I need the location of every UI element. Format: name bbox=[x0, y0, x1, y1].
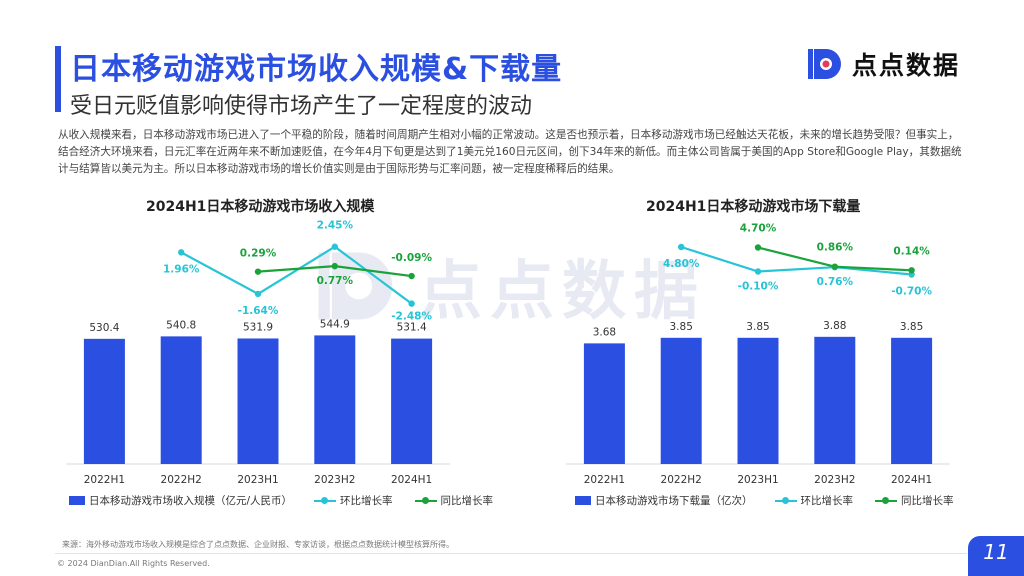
x-tick-label: 2023H2 bbox=[314, 474, 355, 486]
bar bbox=[160, 336, 202, 464]
x-tick-label: 2022H2 bbox=[161, 474, 202, 486]
bar bbox=[891, 337, 933, 464]
bar-value-label: 531.4 bbox=[397, 322, 427, 334]
bar-value-label: 3.85 bbox=[746, 321, 769, 333]
legend-item-bar: 日本移动游戏市场收入规模（亿元/人民币） bbox=[69, 493, 292, 508]
mom-growth-label: -1.64% bbox=[238, 305, 279, 317]
bar-value-label: 3.85 bbox=[670, 321, 693, 333]
downloads-legend: 日本移动游戏市场下载量（亿次） 环比增长率 同比增长率 bbox=[575, 493, 976, 508]
mom-growth-label: 2.45% bbox=[317, 220, 354, 232]
mom-growth-line bbox=[680, 245, 912, 276]
page-number: 11 bbox=[983, 540, 1009, 564]
bar-value-label: 544.9 bbox=[320, 318, 350, 330]
mom-growth-label: 1.96% bbox=[163, 263, 200, 275]
downloads-chart: 3.68 2022H1 3.85 2022H2 3.85 2023H1 3.88 2023H2… bbox=[566, 223, 950, 486]
legend-item-mom: 环比增长率 bbox=[774, 493, 854, 508]
legend-item-mom: 环比增长率 bbox=[314, 493, 393, 508]
yoy-growth-point bbox=[408, 272, 415, 280]
bar bbox=[83, 338, 125, 464]
watermark-text: 点点数据 bbox=[418, 255, 706, 329]
description-paragraph: 从收入规模来看，日本移动游戏市场已进入了一个平稳的阶段，随着时间周期产生相对小幅… bbox=[58, 129, 962, 175]
x-tick-label: 2024H1 bbox=[391, 474, 432, 486]
legend-bar-swatch bbox=[575, 496, 591, 505]
revenue-legend: 日本移动游戏市场收入规模（亿元/人民币） 环比增长率 同比增长率 bbox=[69, 493, 515, 508]
bar-value-label: 3.68 bbox=[593, 326, 616, 338]
mom-growth-point bbox=[254, 290, 262, 298]
legend-label: 环比增长率 bbox=[800, 495, 854, 507]
yoy-growth-point bbox=[331, 262, 338, 270]
logo-icon bbox=[808, 49, 841, 79]
mom-growth-point bbox=[178, 249, 185, 256]
bar bbox=[583, 343, 625, 464]
bar-value-label: 3.85 bbox=[900, 321, 923, 333]
yoy-growth-point bbox=[908, 267, 915, 274]
yoy-growth-point bbox=[254, 268, 262, 275]
x-tick-label: 2022H1 bbox=[84, 474, 125, 486]
mom-growth-point bbox=[408, 300, 415, 307]
mom-growth-label: -0.10% bbox=[738, 281, 779, 293]
x-tick-label: 2022H2 bbox=[661, 474, 702, 486]
page-number-badge bbox=[968, 536, 1024, 576]
bar bbox=[237, 338, 279, 464]
x-tick-label: 2023H1 bbox=[237, 474, 278, 486]
x-tick-label: 2022H1 bbox=[584, 474, 625, 486]
yoy-growth-label: 0.86% bbox=[817, 242, 854, 254]
legend-bar-swatch bbox=[69, 496, 85, 505]
yoy-growth-label: 0.29% bbox=[240, 248, 277, 260]
legend-label: 同比增长率 bbox=[901, 495, 954, 507]
bar bbox=[814, 336, 856, 464]
chart-title-revenue: 2024H1日本移动游戏市场收入规模 bbox=[146, 199, 375, 215]
legend-line-swatch bbox=[875, 496, 897, 504]
logo-text: 点点数据 bbox=[852, 51, 961, 80]
mom-growth-label: -0.70% bbox=[891, 286, 932, 298]
x-tick-label: 2023H2 bbox=[814, 474, 855, 486]
x-tick-label: 2023H1 bbox=[737, 474, 778, 486]
mom-growth-label: -2.48% bbox=[391, 311, 432, 323]
bar bbox=[314, 335, 356, 464]
title-accent-bar bbox=[55, 46, 61, 112]
yoy-growth-label: 0.77% bbox=[317, 275, 354, 287]
footer-divider bbox=[55, 553, 967, 554]
yoy-growth-label: 0.14% bbox=[893, 245, 930, 257]
legend-line-swatch bbox=[414, 496, 437, 504]
mom-growth-label: 4.80% bbox=[663, 258, 700, 270]
legend-line-swatch bbox=[774, 496, 797, 504]
legend-item-yoy: 同比增长率 bbox=[414, 493, 494, 508]
revenue-chart: 530.4 2022H1 540.8 2022H2 531.9 2023H1 544.9 20… bbox=[66, 220, 450, 486]
page-subtitle: 受日元贬值影响使得市场产生了一定程度的波动 bbox=[70, 94, 533, 119]
bar bbox=[391, 338, 433, 464]
chart-title-downloads: 2024H1日本移动游戏市场下载量 bbox=[646, 199, 861, 215]
yoy-growth-point bbox=[754, 244, 762, 251]
yoy-growth-label: -0.09% bbox=[391, 252, 432, 264]
mom-growth-label: 0.76% bbox=[817, 276, 854, 288]
watermark: 点点数据 bbox=[318, 240, 706, 332]
x-tick-label: 2024H1 bbox=[891, 474, 932, 486]
bar-value-label: 540.8 bbox=[166, 319, 196, 331]
legend-label: 同比增长率 bbox=[440, 495, 494, 507]
mom-growth-line bbox=[180, 245, 413, 305]
source-note: 来源：海外移动游戏市场收入规模是综合了点点数据、企业财报、专家访谈，根据点点数据… bbox=[62, 540, 454, 549]
brand-logo: 点点数据 bbox=[808, 46, 960, 82]
bar-value-label: 3.88 bbox=[823, 320, 846, 332]
legend-line-swatch bbox=[314, 496, 337, 504]
watermark-logo-icon bbox=[318, 252, 393, 320]
legend-label: 日本移动游戏市场下载量（亿次） bbox=[595, 495, 753, 507]
legend-item-yoy: 同比增长率 bbox=[875, 493, 954, 508]
bar-value-label: 531.9 bbox=[243, 321, 273, 333]
bar bbox=[737, 337, 779, 464]
legend-label: 环比增长率 bbox=[340, 495, 393, 507]
mom-growth-point bbox=[331, 243, 338, 250]
yoy-growth-label: 4.70% bbox=[740, 223, 777, 235]
yoy-growth-point bbox=[831, 263, 838, 270]
bar-value-label: 530.4 bbox=[89, 322, 119, 334]
legend-item-bar: 日本移动游戏市场下载量（亿次） bbox=[575, 493, 753, 508]
page-title: 日本移动游戏市场收入规模&下载量 bbox=[70, 52, 563, 87]
bar bbox=[660, 337, 702, 464]
copyright: © 2024 DianDian.All Rights Reserved. bbox=[57, 559, 210, 568]
mom-growth-point bbox=[678, 243, 685, 251]
legend-label: 日本移动游戏市场收入规模（亿元/人民币） bbox=[89, 495, 293, 507]
mom-growth-point bbox=[754, 268, 762, 275]
